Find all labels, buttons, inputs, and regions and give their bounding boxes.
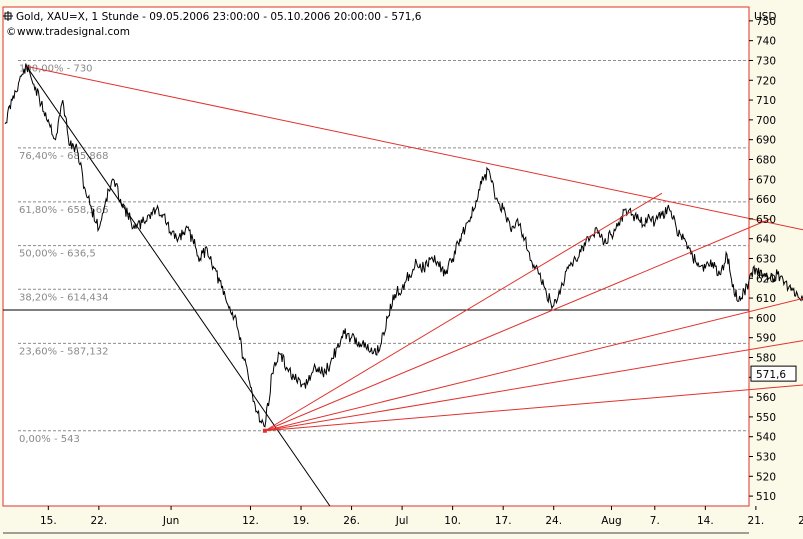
y-tick-label: 510 [756,491,776,503]
y-tick-label: 670 [756,174,776,186]
chart-title: Gold, XAU=X, 1 Stunde - 09.05.2006 23:00… [16,11,422,23]
fib-level-label: 0,00% - 543 [19,434,80,445]
y-tick-label: 590 [756,333,776,345]
source-label: www.tradesignal.com [17,26,130,38]
y-tick-label: 530 [756,451,776,463]
fib-level-label: 76,40% - 685,868 [19,151,108,162]
fan-line [264,192,663,432]
resistance-trendline [26,65,803,231]
fib-level-label: 23,60% - 587,132 [19,346,108,357]
y-tick-label: 540 [756,432,776,444]
y-tick-label: 640 [756,234,776,246]
y-tick-label: 630 [756,253,776,265]
y-tick-label: 750 [756,16,776,28]
y-tick-label: 580 [756,352,776,364]
x-tick-label: 14. [697,515,714,527]
x-tick-label: Aug [601,515,622,527]
y-tick-label: 680 [756,154,776,166]
steep-trendline [26,66,331,507]
y-tick-label: 620 [756,273,776,285]
x-tick-label: 22. [91,515,108,527]
y-tick-label: 550 [756,412,776,424]
copyright-icon: © [6,26,17,38]
x-tick-label: 19. [293,515,310,527]
y-tick-label: 560 [756,392,776,404]
x-tick-label: 26. [343,515,360,527]
y-tick-label: 740 [756,36,776,48]
x-tick-label: 21. [748,515,765,527]
x-tick-label: 12. [242,515,259,527]
chart-settings-icon[interactable] [3,11,13,21]
x-tick-label: 15. [40,515,57,527]
fan-line [264,340,803,432]
price-series-line [4,63,803,428]
fan-line [264,218,771,432]
y-tick-label: 600 [756,313,776,325]
y-tick-label: 650 [756,214,776,226]
fib-level-label: 61,80% - 658,566 [19,205,108,216]
last-value-label: 571,6 [756,369,786,381]
y-tick-label: 690 [756,135,776,147]
y-tick-label: 520 [756,471,776,483]
fib-level-label: 38,20% - 614,434 [19,292,108,303]
plot-area [2,6,750,507]
last-value-box [750,365,797,382]
x-tick-label: 17. [495,515,512,527]
y-tick-label: 660 [756,194,776,206]
y-tick-label: 610 [756,293,776,305]
x-tick-label: 7. [650,515,660,527]
x-tick-label: 24. [545,515,562,527]
fan-line [264,384,803,432]
x-tick-label: 10. [444,515,461,527]
fib-level-label: 50,00% - 636,5 [19,249,96,260]
y-tick-label: 710 [756,95,776,107]
x-tick-label: 28. [798,515,803,527]
y-tick-label: 730 [756,55,776,67]
fan-line [264,297,803,432]
currency-label: USD [754,11,776,23]
y-tick-label: 720 [756,75,776,87]
x-tick-label: Jun [162,515,179,527]
y-tick-label: 700 [756,115,776,127]
fib-level-label: 100,00% - 730 [19,63,93,74]
x-tick-label: Jul [395,515,409,527]
fan-origin-marker [262,428,267,433]
